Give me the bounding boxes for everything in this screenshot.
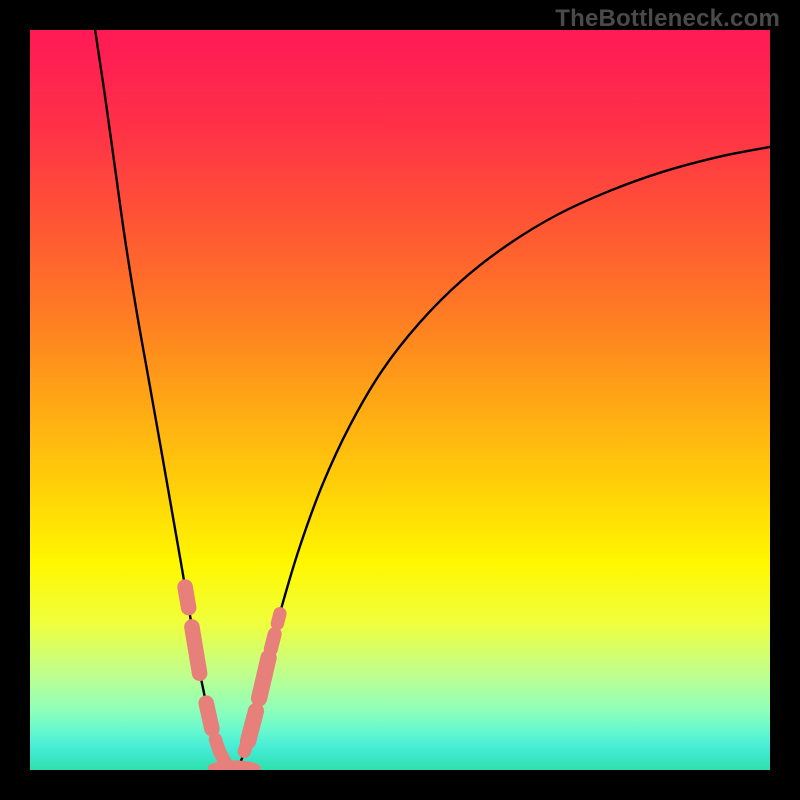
marker-capsule [192, 627, 200, 673]
marker-capsule [248, 711, 256, 741]
curve-right [234, 147, 770, 770]
marker-capsule [206, 703, 212, 729]
chart-frame: TheBottleneck.com [0, 0, 800, 800]
curves-layer [30, 30, 770, 770]
marker-capsule [220, 752, 225, 762]
marker-capsule [185, 587, 189, 608]
marker-capsule [271, 634, 275, 649]
plot-area [30, 30, 770, 770]
marker-capsule [277, 614, 280, 624]
marker-capsule [259, 658, 269, 699]
marker-valley-blob [208, 760, 261, 770]
curve-left [95, 30, 234, 770]
watermark-text: TheBottleneck.com [555, 5, 780, 33]
